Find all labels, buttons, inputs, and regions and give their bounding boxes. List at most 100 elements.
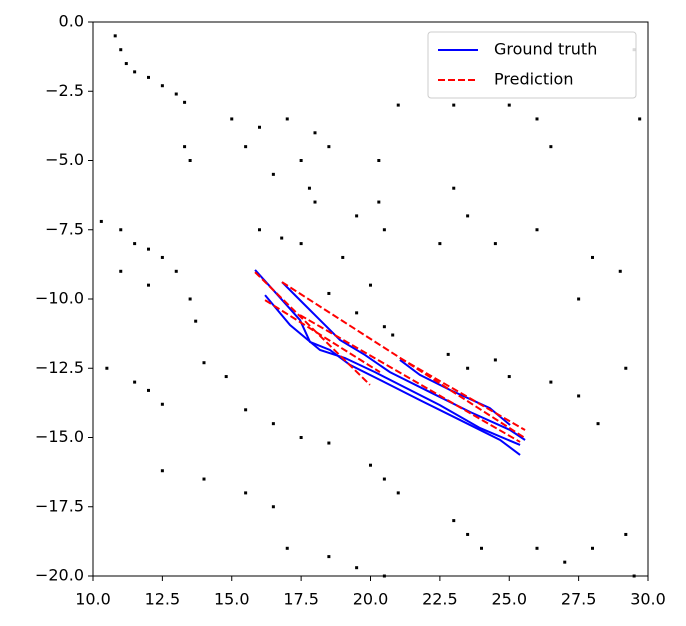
trajectory xyxy=(264,299,381,373)
y-tick-label: −12.5 xyxy=(35,358,84,377)
map-point xyxy=(307,186,311,190)
map-point xyxy=(493,358,497,362)
map-point xyxy=(271,172,275,176)
legend-label: Prediction xyxy=(494,70,573,89)
x-tick-label: 25.0 xyxy=(491,590,527,609)
map-point xyxy=(99,219,103,223)
map-point xyxy=(230,117,234,121)
x-tick-label: 10.0 xyxy=(75,590,111,609)
x-tick-label: 22.5 xyxy=(422,590,458,609)
map-point xyxy=(638,117,642,121)
map-point xyxy=(466,366,470,370)
y-tick-label: −20.0 xyxy=(35,566,84,585)
map-point xyxy=(391,333,395,337)
x-tick-label: 17.5 xyxy=(283,590,319,609)
map-point xyxy=(313,200,317,204)
map-point xyxy=(377,159,381,162)
x-tick-label: 27.5 xyxy=(561,590,597,609)
map-point xyxy=(258,125,261,129)
x-tick-label: 15.0 xyxy=(214,590,250,609)
x-tick-label: 30.0 xyxy=(630,590,666,609)
map-point xyxy=(271,505,275,509)
map-point xyxy=(327,441,331,445)
y-tick-label: −15.0 xyxy=(35,427,84,446)
map-point xyxy=(133,380,137,384)
map-point xyxy=(480,546,483,550)
trajectory xyxy=(254,271,371,386)
map-point xyxy=(507,375,511,379)
y-tick-label: 0.0 xyxy=(59,12,84,31)
map-point xyxy=(369,463,372,467)
map-point xyxy=(466,214,470,218)
map-point xyxy=(535,546,539,550)
map-point xyxy=(452,519,456,523)
map-point xyxy=(194,319,198,323)
map-point xyxy=(591,546,594,550)
y-tick-label: −2.5 xyxy=(45,81,84,100)
y-tick-label: −5.0 xyxy=(45,150,84,169)
map-point xyxy=(147,388,150,392)
map-point xyxy=(563,560,567,564)
map-point xyxy=(188,297,192,301)
map-point xyxy=(244,408,248,412)
map-point xyxy=(174,92,178,96)
map-point xyxy=(624,366,628,370)
map-point xyxy=(596,422,600,426)
trajectory xyxy=(264,294,521,446)
legend-box xyxy=(427,31,637,99)
map-point xyxy=(174,269,178,273)
map-point xyxy=(183,145,187,149)
map-point xyxy=(160,84,164,88)
map-point xyxy=(618,269,622,273)
map-point xyxy=(327,145,331,149)
map-point xyxy=(271,422,275,426)
map-point xyxy=(446,352,450,356)
map-point xyxy=(188,159,192,162)
map-point xyxy=(591,255,594,259)
x-tick-label: 12.5 xyxy=(145,590,181,609)
map-point xyxy=(377,200,381,204)
trajectory xyxy=(281,281,526,441)
y-tick-label: −10.0 xyxy=(35,289,84,308)
map-point xyxy=(396,491,400,495)
map-point xyxy=(355,214,359,218)
map-point xyxy=(183,100,187,104)
trajectory xyxy=(399,357,526,431)
map-point xyxy=(160,402,164,406)
map-point xyxy=(202,361,206,365)
map-point xyxy=(577,394,581,398)
map-point xyxy=(549,380,553,384)
map-point xyxy=(382,325,386,329)
map-point xyxy=(355,311,359,315)
map-point xyxy=(133,242,137,246)
map-point xyxy=(224,375,228,379)
map-point xyxy=(258,228,261,232)
map-point xyxy=(452,186,456,190)
map-point xyxy=(124,62,128,66)
map-point xyxy=(396,103,400,107)
map-point xyxy=(327,291,331,295)
map-point xyxy=(535,228,539,232)
map-point xyxy=(119,269,123,273)
x-tick-label: 20.0 xyxy=(353,590,389,609)
map-point xyxy=(285,117,289,121)
map-point xyxy=(299,242,303,246)
map-point xyxy=(105,366,109,370)
map-point xyxy=(285,546,289,550)
y-tick-label: −17.5 xyxy=(35,496,84,515)
map-point xyxy=(382,477,386,481)
y-tick-label: −7.5 xyxy=(45,219,84,238)
map-point xyxy=(327,555,331,559)
map-point xyxy=(369,283,372,287)
map-point xyxy=(382,228,386,232)
map-point xyxy=(147,75,150,79)
map-point xyxy=(507,103,511,107)
map-point xyxy=(119,48,123,52)
map-point xyxy=(147,283,150,287)
map-point xyxy=(160,469,164,473)
map-point xyxy=(133,70,137,74)
map-point xyxy=(202,477,206,481)
map-point xyxy=(147,247,150,251)
map-point xyxy=(577,297,581,301)
map-point xyxy=(438,242,442,246)
